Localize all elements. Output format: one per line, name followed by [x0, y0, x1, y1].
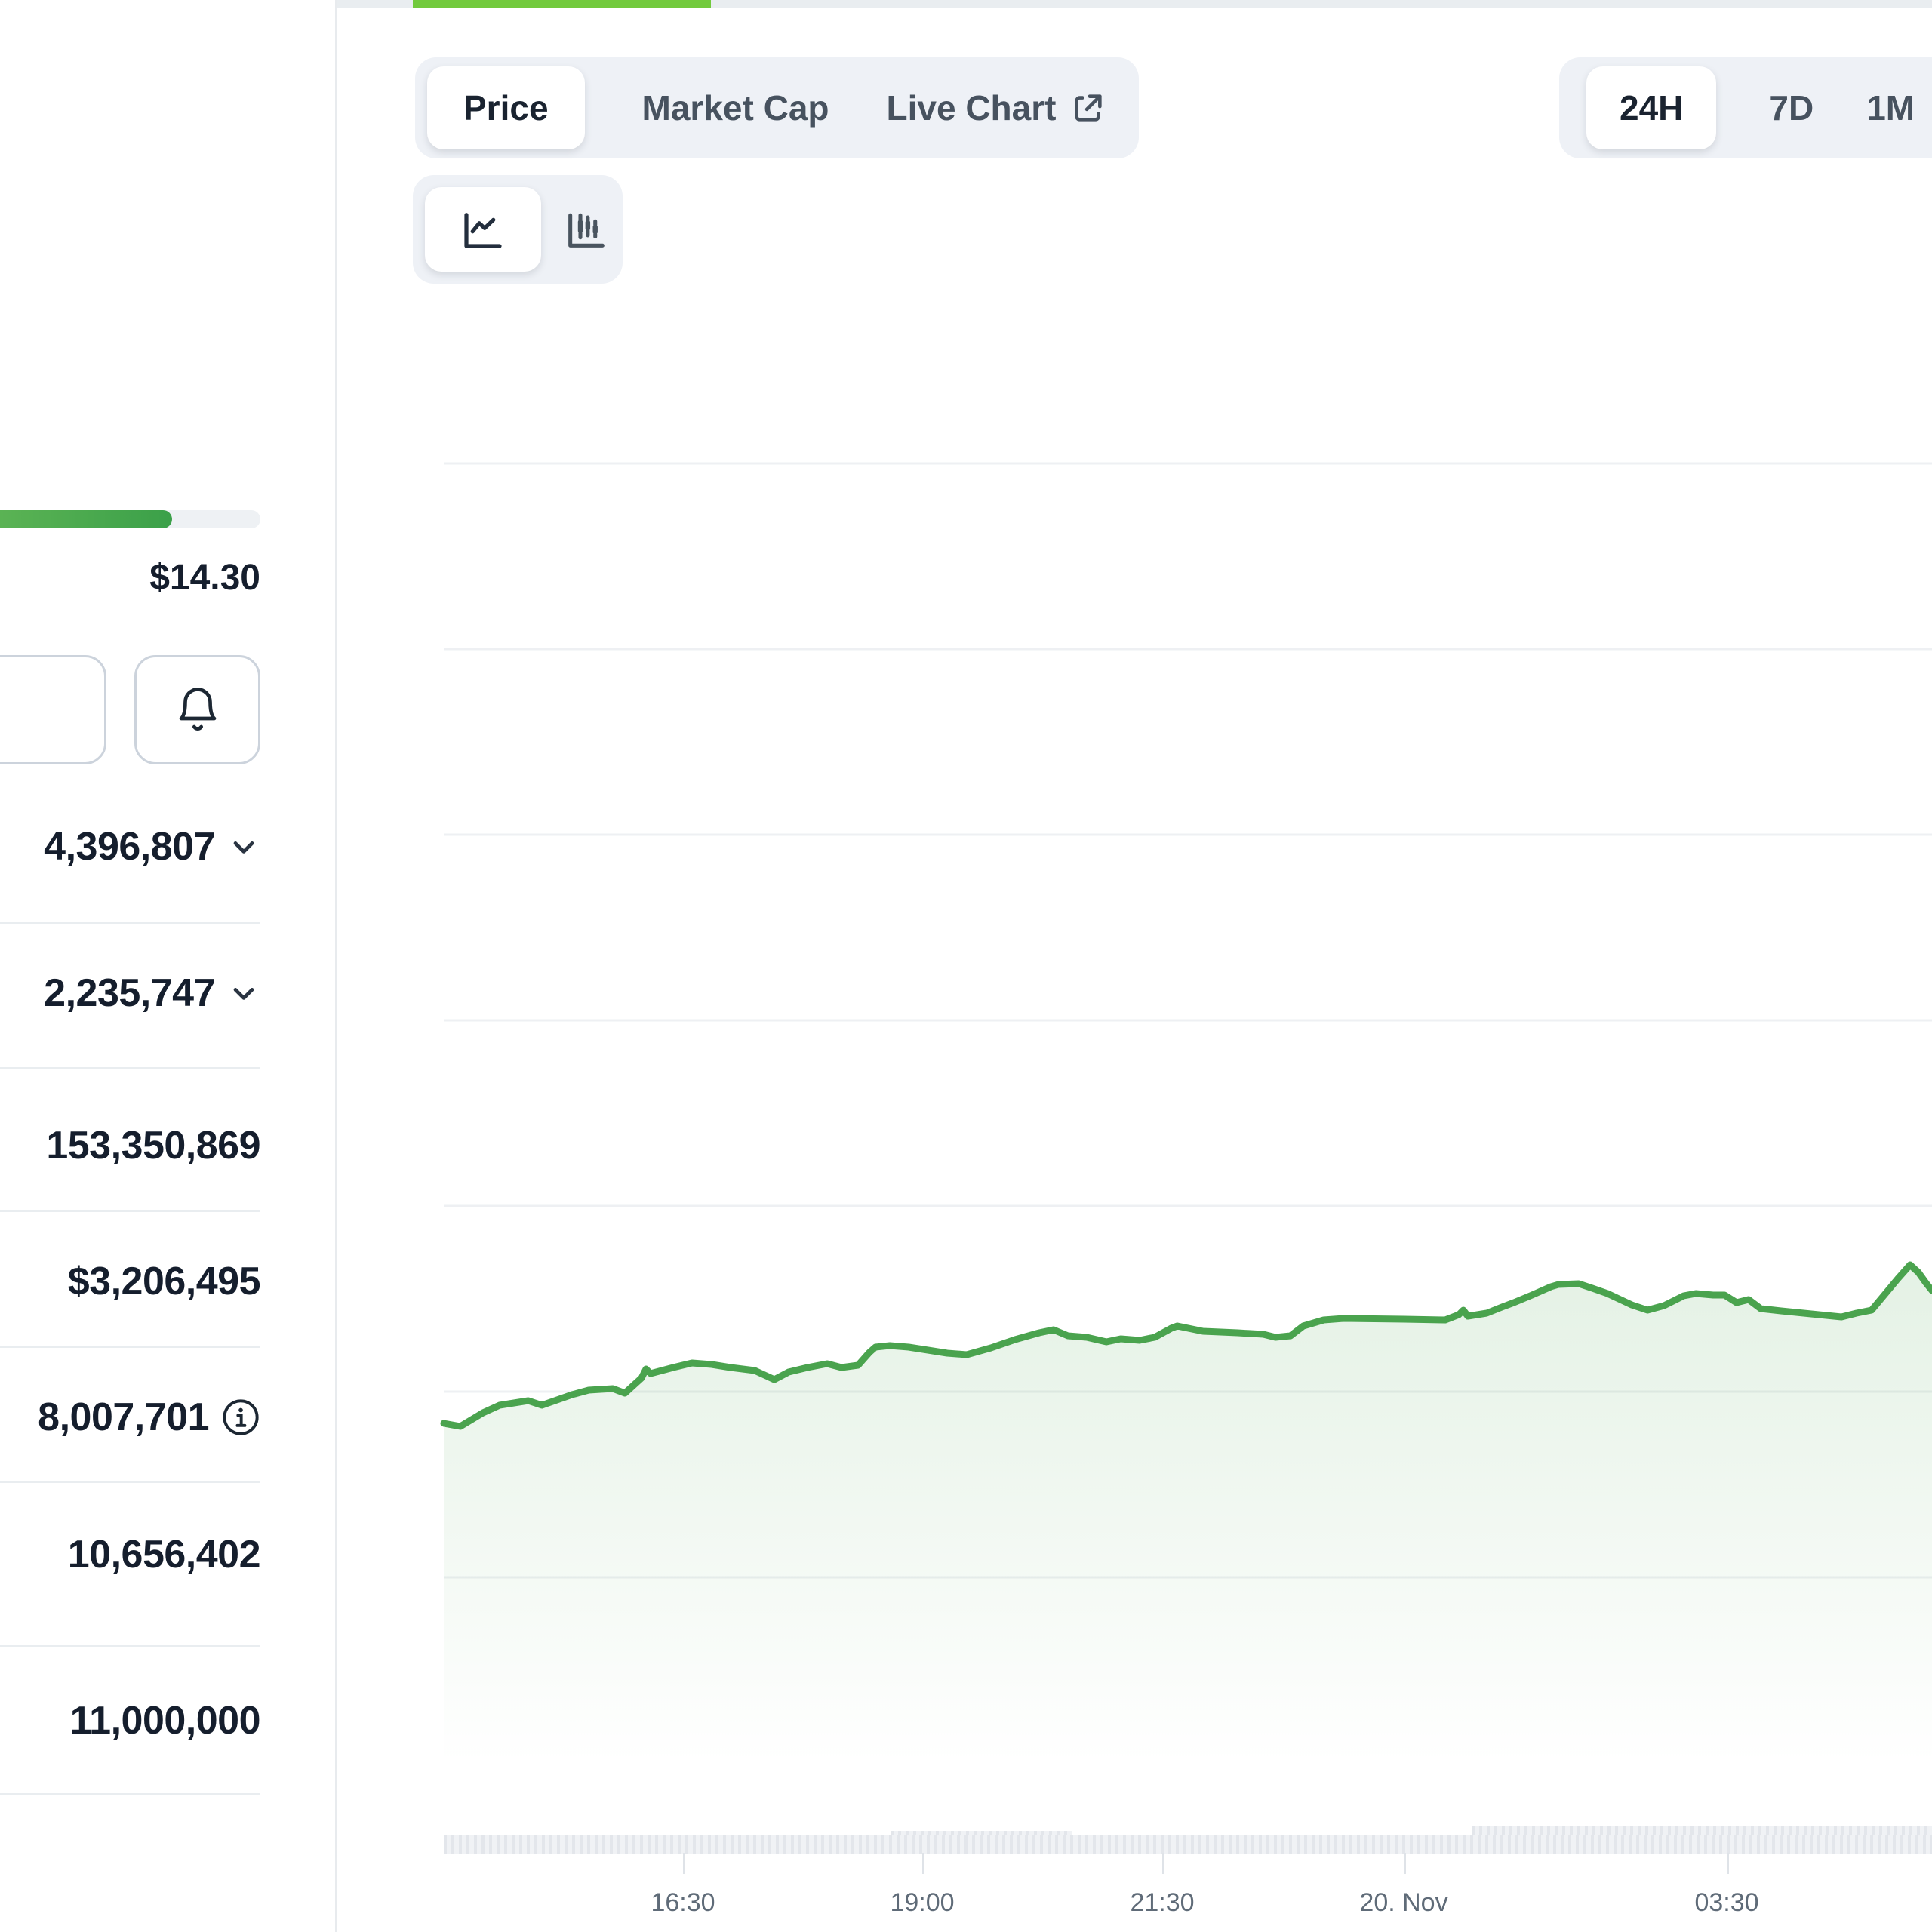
row-divider — [0, 1067, 260, 1069]
chevron-down-icon[interactable] — [227, 977, 260, 1010]
stat-value: 8,007,701 — [38, 1395, 209, 1439]
time-range-group: 24H 7D 1M — [1559, 57, 1932, 158]
range-high-value: $14.30 — [149, 558, 260, 598]
tab-market-cap[interactable]: Market Cap — [641, 88, 829, 128]
stat-row-volume-usd: $3,206,495 — [0, 1259, 261, 1304]
coin-stats-sidebar: $14.30 4,396,807 2,235,747 153,350,869 $… — [0, 0, 335, 1932]
line-chart-toggle[interactable] — [425, 187, 541, 272]
stat-row-max-supply: 11,000,000 — [0, 1698, 261, 1743]
chart-tab-group: Price Market Cap Live Chart — [415, 57, 1140, 158]
stat-row-fdv: 2,235,747 — [0, 971, 260, 1016]
chevron-down-icon[interactable] — [227, 830, 260, 863]
x-axis-tick — [1162, 1853, 1164, 1874]
row-divider — [0, 1346, 260, 1348]
stat-value: 10,656,402 — [67, 1533, 261, 1577]
price-area-fill — [444, 1265, 1932, 1758]
x-axis-label: 03:30 — [1694, 1888, 1759, 1917]
price-line — [440, 1261, 1932, 1430]
x-axis-label: 16:30 — [651, 1888, 715, 1917]
line-chart-icon — [464, 213, 502, 248]
row-divider — [0, 922, 260, 924]
chart-type-group — [413, 175, 623, 284]
x-axis-tick — [1404, 1853, 1406, 1874]
price-alert-button[interactable] — [134, 655, 260, 764]
row-divider — [0, 1481, 260, 1483]
tab-live-chart-label: Live Chart — [886, 88, 1057, 128]
external-link-icon — [1075, 94, 1103, 122]
sidebar-divider — [335, 0, 337, 1932]
row-divider — [0, 1210, 260, 1212]
candlestick-chart-icon[interactable] — [562, 205, 611, 254]
range-7d[interactable]: 7D — [1769, 88, 1814, 128]
range-24h-label: 24H — [1620, 88, 1684, 128]
stat-value: 11,000,000 — [69, 1699, 261, 1743]
tab-underline-track — [335, 0, 1932, 8]
x-axis-tick — [922, 1853, 924, 1874]
bell-icon — [179, 687, 216, 731]
x-axis-tick — [683, 1853, 685, 1874]
range-24h[interactable]: 24H — [1586, 66, 1717, 149]
info-icon[interactable] — [221, 1398, 260, 1437]
x-axis-label: 21:30 — [1130, 1888, 1195, 1917]
active-tab-underline — [413, 0, 711, 8]
stat-row-circulating-supply: 8,007,701 — [0, 1395, 260, 1440]
x-axis-label: 20. Nov — [1359, 1888, 1448, 1917]
chart-navigator[interactable] — [444, 1835, 1932, 1854]
tab-price[interactable]: Price — [427, 66, 585, 149]
row-divider — [0, 1645, 260, 1647]
stat-value: 4,396,807 — [44, 825, 215, 869]
stat-value: 153,350,869 — [46, 1124, 260, 1168]
row-divider — [0, 1793, 260, 1795]
range-24h-bar-track — [0, 510, 260, 528]
tab-price-label: Price — [463, 88, 549, 128]
tab-live-chart[interactable]: Live Chart — [887, 88, 1106, 128]
x-axis-tick — [1727, 1853, 1729, 1874]
stat-row-market-cap: 4,396,807 — [0, 824, 260, 869]
stat-value: 2,235,747 — [44, 971, 215, 1015]
range-1m[interactable]: 1M — [1866, 88, 1915, 128]
add-to-portfolio-button[interactable] — [0, 655, 106, 764]
stat-row-total-supply: 10,656,402 — [0, 1532, 261, 1577]
stat-row-volume: 153,350,869 — [0, 1123, 260, 1168]
range-24h-bar-fill — [0, 510, 172, 528]
x-axis-label: 19:00 — [890, 1888, 955, 1917]
stat-value: $3,206,495 — [67, 1260, 261, 1303]
